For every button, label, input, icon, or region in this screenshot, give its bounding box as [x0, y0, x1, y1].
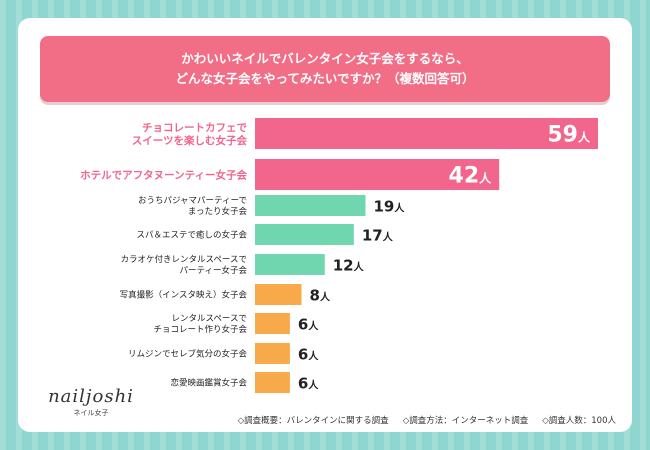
- category-label-5: 写真撮影（インスタ映え）女子会: [120, 290, 248, 301]
- bar-4: [255, 254, 325, 275]
- category-label-1: ホテルでアフタヌーンティー女子会: [80, 169, 247, 182]
- value-label-5: 8人: [310, 287, 331, 305]
- value-label-0: 59人: [547, 123, 591, 148]
- category-label-4: カラオケ付きレンタルスペースでパーティー女子会: [121, 254, 248, 276]
- category-label-2: おうちパジャマパーティーでまったり女子会: [138, 196, 248, 217]
- value-label-2: 19人: [373, 198, 405, 216]
- bar-1: [255, 159, 500, 190]
- bar-8: [255, 372, 290, 393]
- title-banner: かわいいネイルでバレンタイン女子会をするなら、 どんな女子会をやってみたいですか…: [40, 36, 610, 102]
- bar-2: [255, 195, 366, 216]
- bar-chart: チョコレートカフェでスイーツを楽しむ女子会 59人ホテルでアフタヌーンティー女子会…: [80, 118, 598, 393]
- bar-7: [255, 343, 290, 364]
- bar-0: [255, 118, 598, 149]
- bar-3: [255, 224, 354, 245]
- value-label-8: 6人: [298, 375, 319, 393]
- value-label-7: 6人: [298, 346, 319, 364]
- bar-5: [255, 284, 302, 305]
- category-label-7: リムジンでセレブ気分の女子会: [128, 349, 248, 360]
- footnote-overview: ◇調査概要：バレンタインに関する調査: [237, 416, 389, 426]
- footnote-method: ◇調査方法：インターネット調査: [402, 416, 529, 426]
- survey-card: かわいいネイルでバレンタイン女子会をするなら、 どんな女子会をやってみたいですか…: [18, 18, 632, 432]
- value-label-6: 6人: [298, 316, 319, 334]
- title-line-2: どんな女子会をやってみたいですか？（複数回答可）: [175, 71, 475, 86]
- category-label-8: 恋愛映画鑑賞女子会: [170, 378, 247, 389]
- logo-subtitle: ネイル女子: [73, 409, 109, 417]
- footnote-respondents: ◇調査人数：100人: [542, 416, 616, 426]
- survey-footnotes: ◇調査概要：バレンタインに関する調査 ◇調査方法：インターネット調査 ◇調査人数…: [238, 414, 616, 426]
- value-label-1: 42人: [449, 164, 493, 189]
- value-label-3: 17人: [362, 227, 394, 245]
- value-label-4: 12人: [333, 257, 365, 275]
- logo-wordmark: nailjoshi: [48, 386, 134, 407]
- title-line-1: かわいいネイルでバレンタイン女子会をするなら、: [181, 51, 469, 66]
- bar-6: [255, 313, 290, 334]
- nailjoshi-logo: nailjoshi ネイル女子: [46, 386, 136, 418]
- category-label-6: レンタルスペースでチョコレート作り女子会: [153, 314, 247, 335]
- category-label-3: スパ＆エステで癒しの女子会: [136, 230, 247, 241]
- category-label-0: チョコレートカフェでスイーツを楽しむ女子会: [132, 122, 248, 147]
